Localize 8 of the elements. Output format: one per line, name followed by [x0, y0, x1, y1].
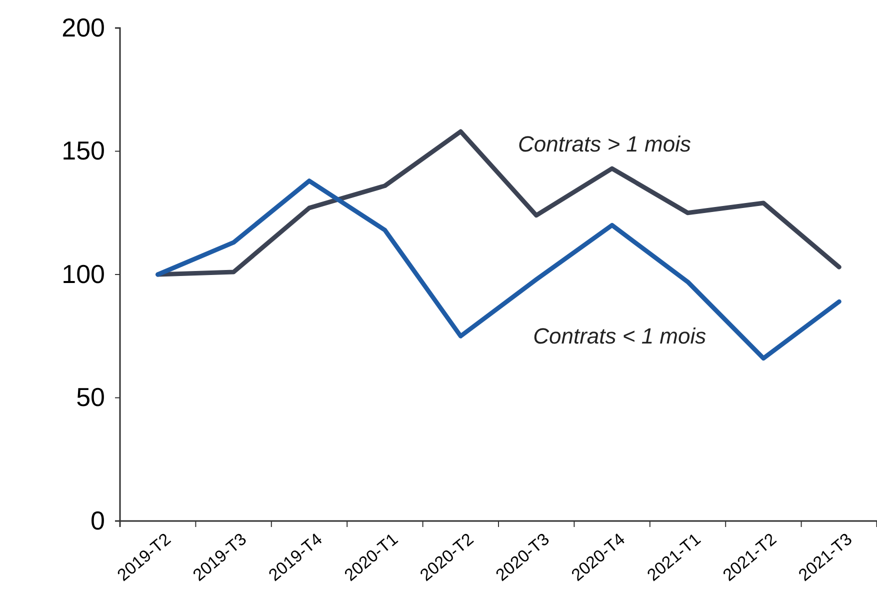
- series-label: Contrats > 1 mois: [518, 131, 691, 156]
- y-tick-label: 200: [62, 12, 105, 42]
- y-tick-label: 100: [62, 258, 105, 289]
- y-tick-label: 50: [76, 382, 105, 412]
- line-series: [156, 178, 842, 361]
- y-tick-label: 0: [90, 505, 105, 536]
- series-label: Contrats < 1 mois: [533, 324, 706, 349]
- y-tick-label: 150: [62, 136, 105, 166]
